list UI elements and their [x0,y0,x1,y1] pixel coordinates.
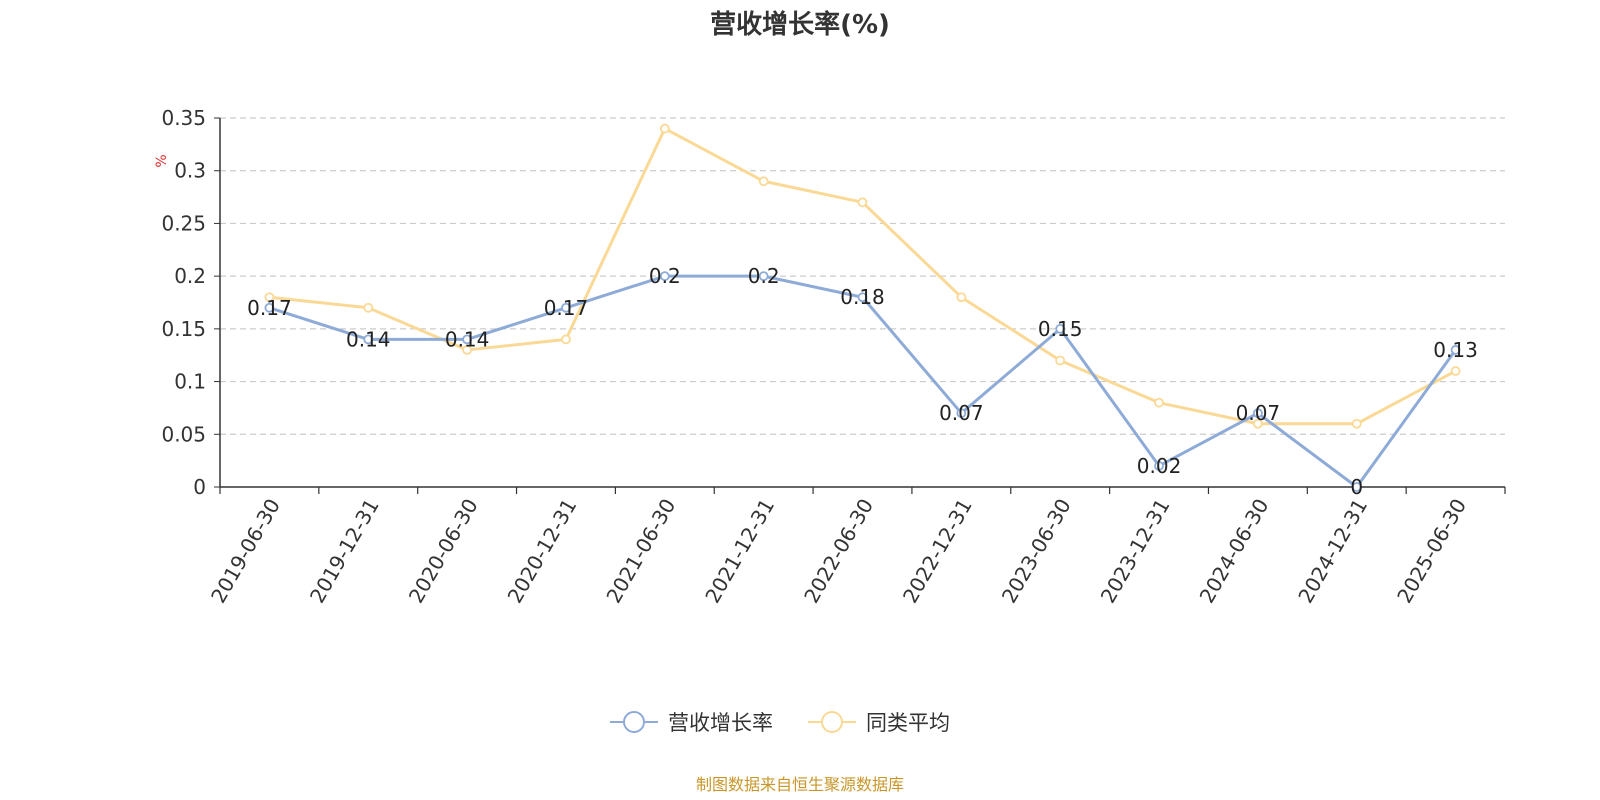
y-tick-label: 0.15 [161,317,206,341]
data-point-1[interactable] [659,123,670,134]
y-tick-label: 0.05 [161,422,206,446]
x-tick-label: 2024-06-30 [1195,495,1274,608]
legend-label: 营收增长率 [668,711,773,735]
series-lines [264,123,1461,492]
data-label: 0.14 [445,327,490,351]
legend-marker [821,711,843,733]
data-point-0[interactable] [561,302,571,313]
data-point-0[interactable] [857,292,868,303]
data-point-0[interactable] [1154,461,1164,471]
data-point-1[interactable] [758,176,769,187]
y-tick-label: 0.2 [174,264,206,288]
data-point-0[interactable] [264,302,275,313]
data-point-1[interactable] [561,334,571,345]
data-point-0[interactable] [758,271,769,282]
x-tick-label: 2020-06-30 [404,494,483,607]
data-point-1[interactable] [1154,397,1164,408]
x-tick-label: 2019-12-31 [305,495,384,608]
data-label: 0.17 [544,296,589,320]
data-point-0[interactable] [956,408,967,419]
x-tick-label: 2024-12-31 [1293,495,1372,608]
data-point-1[interactable] [264,292,275,303]
y-tick-label: 0 [193,475,206,499]
data-point-0[interactable] [1450,345,1461,355]
data-point-1[interactable] [1252,418,1263,429]
legend-label: 同类平均 [866,711,950,735]
data-label: 0.15 [1038,317,1083,341]
source-note: 制图数据来自恒生聚源数据库 [696,775,904,794]
data-label: 0.07 [939,401,984,425]
data-point-1[interactable] [462,345,473,355]
data-label: 0.18 [840,285,885,309]
data-point-0[interactable] [659,271,670,282]
data-label: 0.02 [1137,454,1182,478]
data-point-0[interactable] [1351,482,1362,492]
data-labels: 0.17 0.14 0.14 0.17 0.2 0.2 0.18 0.07 0.15 0.02 0.… [247,264,1478,499]
data-point-1[interactable] [956,292,967,303]
data-point-0[interactable] [363,334,374,345]
x-tick-label: 2023-06-30 [997,495,1076,608]
x-tick-label: 2021-12-31 [700,495,779,608]
data-label: 0.2 [649,264,681,288]
data-label: 0.13 [1433,338,1478,362]
x-tick-label: 2020-12-31 [503,495,582,608]
data-label: 0.14 [346,327,391,351]
data-point-1[interactable] [1450,366,1461,376]
x-tick-label: 2023-12-31 [1096,495,1175,608]
data-point-1[interactable] [363,302,374,313]
data-label: 0 [1350,475,1363,499]
x-tick-label: 2022-12-31 [898,495,977,608]
x-tick-label: 2025-06-30 [1392,495,1471,608]
data-point-1[interactable] [1055,355,1066,366]
y-tick-label: 0.1 [174,370,206,394]
legend-marker [623,711,645,733]
data-point-0[interactable] [1252,408,1263,419]
y-tick-label: 0.35 [161,106,206,130]
data-point-1[interactable] [1351,418,1362,429]
chart-title: 营收增长率(%) [710,9,890,40]
legend-item-0[interactable]: 营收增长率 [610,711,773,735]
y-axis-unit: % [154,154,170,167]
data-point-0[interactable] [462,334,473,345]
y-tick-label: 0.25 [161,211,206,235]
axes: 0 0.05 0.1 0.15 0.2 0.25 0.3 0.35 2019-06-30 2019… [161,106,1506,608]
legend[interactable]: 营收增长率 同类平均 [610,711,950,735]
data-label: 0.17 [247,296,292,320]
y-tick-label: 0.3 [174,159,206,183]
data-label: 0.07 [1236,401,1281,425]
data-point-1[interactable] [857,197,868,208]
data-point-0[interactable] [1055,323,1066,334]
x-tick-label: 2019-06-30 [206,495,285,608]
x-tick-label: 2022-06-30 [799,495,878,608]
data-label: 0.2 [748,264,780,288]
legend-item-1[interactable]: 同类平均 [808,711,950,735]
x-tick-label: 2021-06-30 [601,495,680,608]
grid-lines [220,117,1505,435]
